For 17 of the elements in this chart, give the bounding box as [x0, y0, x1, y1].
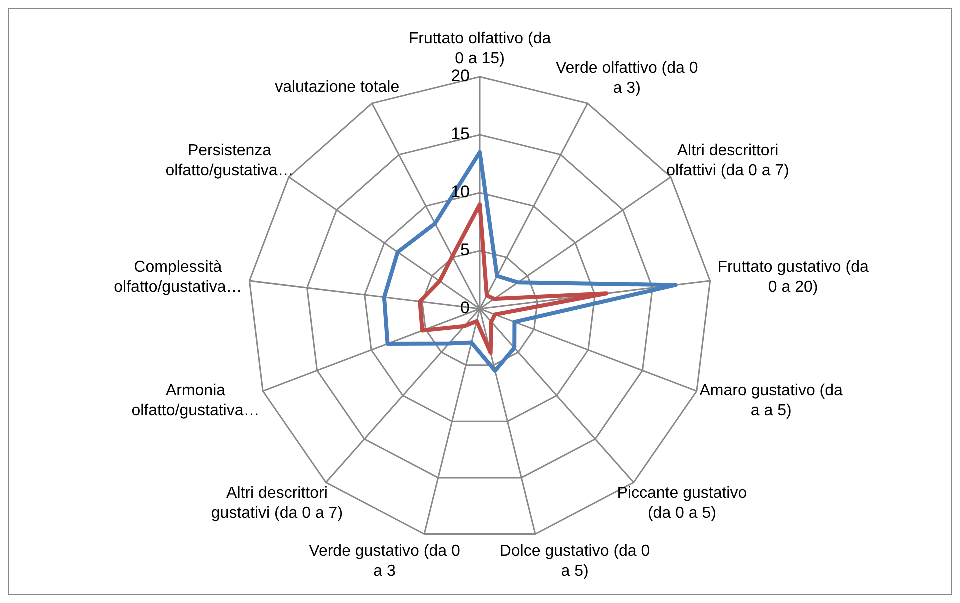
spoke-label: Armonia olfatto/gustativa…	[132, 382, 260, 420]
spoke-label: Piccante gustativo (da 0 a 5)	[617, 485, 748, 522]
spoke-label: Verde gustativo (da 0 a 3	[309, 542, 460, 580]
spoke-label: Dolce gustativo (da 0 a 5)	[500, 542, 650, 580]
y-tick-label: 15	[451, 124, 470, 144]
y-tick-label: 20	[451, 66, 470, 86]
spoke-label: Verde olfattivo (da 0 a 3)	[556, 60, 698, 98]
spoke-label: Amaro gustativo (da a a 5)	[700, 382, 844, 420]
spoke-label: Fruttato olfattivo (da 0 a 15)	[408, 30, 552, 68]
y-tick-label: 0	[460, 298, 470, 318]
spoke-label: Fruttato gustativo (da 0 a 20)	[718, 259, 869, 296]
spoke-label: Altri descrittori olfattivi (da 0 a 7)	[666, 142, 790, 180]
spoke-label: Altri descrittori gustativi (da 0 a 7)	[211, 485, 344, 522]
spoke-label: Persistenza olfatto/gustativa…	[166, 142, 294, 180]
y-tick-label: 5	[460, 240, 470, 260]
spoke-label: Complessità olfatto/gustativa…	[114, 259, 242, 296]
spoke-label: valutazione totale	[275, 79, 400, 96]
